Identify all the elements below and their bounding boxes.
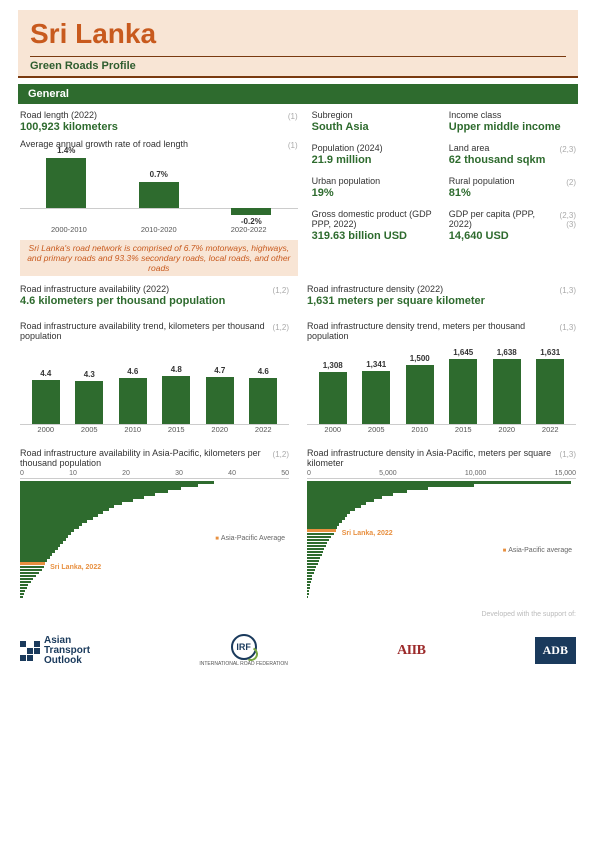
stat-label: Road length (2022) xyxy=(20,110,298,120)
stat-value: 319.63 billion USD xyxy=(312,230,439,242)
ref-note: (2) xyxy=(566,178,576,187)
chart-title: Road infrastructure availability in Asia… xyxy=(20,448,289,468)
stat-value: 4.6 kilometers per thousand population xyxy=(20,295,289,307)
density-trend-chart: (1,3) Road infrastructure density trend,… xyxy=(307,321,576,434)
availability-stat: (1,2) Road infrastructure availability (… xyxy=(20,284,289,307)
stat-value: 19% xyxy=(312,187,439,199)
ato-logo: AsianTransportOutlook xyxy=(20,636,90,666)
ato-logo-text: AsianTransportOutlook xyxy=(44,636,90,666)
stat-label: Land area xyxy=(449,143,576,153)
stat-label: Urban population xyxy=(312,176,439,186)
adb-logo: ADB xyxy=(535,637,576,664)
stat-value: 100,923 kilometers xyxy=(20,121,298,133)
support-label: Developed with the support of: xyxy=(20,611,576,618)
footer-logos: AsianTransportOutlook IRF INTERNATIONAL … xyxy=(20,628,576,673)
growth-chart-block: (1) Average annual growth rate of road l… xyxy=(20,139,298,234)
profile-subtitle: Green Roads Profile xyxy=(30,60,566,72)
stat-value: 62 thousand sqkm xyxy=(449,154,576,166)
stat-value: 14,640 USD xyxy=(449,230,576,242)
ref-note: (1,3) xyxy=(560,323,576,332)
stat-label: Road infrastructure density (2022) xyxy=(307,284,576,294)
stat-label: Gross domestic product (GDP PPP, 2022) xyxy=(312,209,439,229)
ref-note: (1,2) xyxy=(273,450,289,459)
road-length-stat: (1) Road length (2022) 100,923 kilometer… xyxy=(20,110,298,133)
chart-title: Road infrastructure density trend, meter… xyxy=(307,321,576,341)
ref-note: (2,3) xyxy=(560,145,576,154)
stat-label: Income class xyxy=(449,110,576,120)
irf-logo-sub: INTERNATIONAL ROAD FEDERATION xyxy=(199,661,288,667)
ref-note: (1) xyxy=(288,112,298,121)
network-note: Sri Lanka's road network is comprised of… xyxy=(20,240,298,276)
facts-grid: SubregionSouth Asia Income classUpper mi… xyxy=(312,110,576,248)
ref-note: (1,2) xyxy=(273,286,289,295)
stat-value: 81% xyxy=(449,187,576,199)
stat-label: Population (2024) xyxy=(312,143,439,153)
ref-note: (1,3) xyxy=(560,286,576,295)
ref-note: (2,3) (3) xyxy=(560,211,576,229)
density-stat: (1,3) Road infrastructure density (2022)… xyxy=(307,284,576,307)
country-title: Sri Lanka xyxy=(30,18,566,50)
section-general-header: General xyxy=(18,84,578,104)
stat-value: 21.9 million xyxy=(312,154,439,166)
availability-trend-chart: (1,2) Road infrastructure availability t… xyxy=(20,321,289,434)
ref-note: (1,3) xyxy=(560,450,576,459)
chart-title: Road infrastructure density in Asia-Paci… xyxy=(307,448,576,468)
stat-label: Rural population xyxy=(449,176,576,186)
stat-value: Upper middle income xyxy=(449,121,576,133)
ref-note: (1) xyxy=(288,141,298,150)
stat-value: 1,631 meters per square kilometer xyxy=(307,295,576,307)
title-block: Sri Lanka Green Roads Profile xyxy=(18,10,578,78)
stat-label: GDP per capita (PPP, 2022) xyxy=(449,209,576,229)
irf-logo-text: IRF xyxy=(231,634,257,660)
density-ap-chart: (1,3) Road infrastructure density in Asi… xyxy=(307,448,576,601)
stat-label: Road infrastructure availability (2022) xyxy=(20,284,289,294)
aiib-logo: AIIB xyxy=(397,643,425,659)
irf-logo: IRF INTERNATIONAL ROAD FEDERATION xyxy=(199,634,288,667)
availability-ap-chart: (1,2) Road infrastructure availability i… xyxy=(20,448,289,601)
growth-chart: 1.4%0.7%-0.2% xyxy=(20,153,298,225)
chart-title: Road infrastructure availability trend, … xyxy=(20,321,289,341)
stat-value: South Asia xyxy=(312,121,439,133)
ref-note: (1,2) xyxy=(273,323,289,332)
stat-label: Subregion xyxy=(312,110,439,120)
